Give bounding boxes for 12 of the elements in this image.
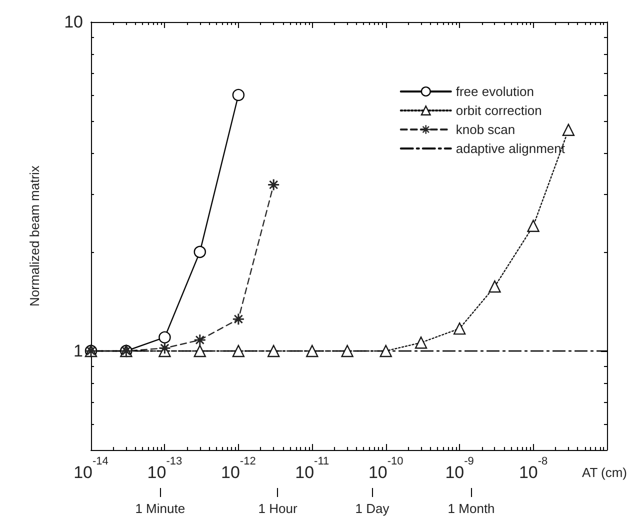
text: 1 Hour (258, 501, 298, 516)
text: 1 Minute (135, 501, 186, 516)
legend-label: adaptive alignment (456, 141, 566, 156)
text: 1 Day (355, 501, 390, 516)
y-axis-title: Normalized beam matrix (27, 165, 42, 306)
x-axis-title: AT (cm) (582, 465, 627, 480)
y-tick-label: 1 (74, 341, 83, 360)
legend-label: knob scan (456, 122, 516, 137)
legend-label: free evolution (456, 84, 534, 99)
legend-label: orbit correction (456, 103, 542, 118)
text: 1 Month (448, 501, 495, 516)
y-tick-label: 10 (64, 12, 83, 32)
